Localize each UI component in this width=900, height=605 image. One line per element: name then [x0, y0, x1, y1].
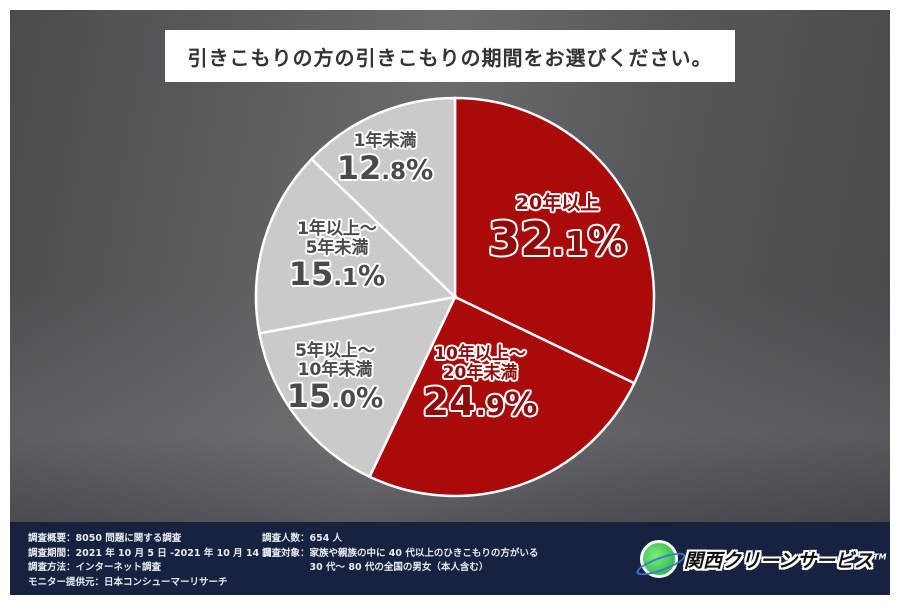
survey-info-left: 調査概要：8050 問題に関する調査 調査期間：2021 年 10 月 5 日 … [28, 532, 272, 590]
slice-category: 20年以上 [515, 192, 600, 214]
chart-background: 引きこもりの方の引きこもりの期間をお選びください。 20年以上 32.1% 10… [10, 10, 890, 595]
slice-category: 1年以上～ [297, 219, 377, 239]
percent-part: % [406, 154, 434, 186]
survey-method: 調査方法：インターネット調査 [28, 562, 162, 573]
slice-category: 5年未満 [305, 237, 369, 258]
percent-part: 24 [422, 380, 476, 425]
globe-icon [640, 540, 678, 578]
percent-part: % [587, 219, 627, 265]
survey-footer: 調査概要：8050 問題に関する調査 調査期間：2021 年 10 月 5 日 … [10, 522, 890, 595]
slice-label-5to10: 5年以上～ 10年未満 15.0% [270, 342, 400, 415]
percent-part: .1 [552, 223, 588, 263]
slice-percent: 32.1% [470, 214, 645, 265]
percent-part: 32 [488, 211, 553, 266]
pie-slice-0 [453, 96, 656, 385]
slice-category: 20年未満 [442, 362, 518, 383]
slice-percent: 15.0% [270, 379, 400, 414]
percent-part: % [504, 385, 538, 424]
pie-slice-1 [367, 295, 637, 498]
pie-slice-4 [309, 96, 457, 300]
survey-summary: 調査概要：8050 問題に関する調査 [28, 533, 182, 544]
company-logo: 関西クリーンサービスTM [640, 540, 886, 578]
slice-percent: 12.8% [330, 148, 440, 187]
slice-percent: 24.9% [405, 380, 555, 425]
logo-name: 関西クリーンサービス [684, 549, 874, 572]
percent-part: 15 [288, 255, 334, 294]
logo-text: 関西クリーンサービスTM [684, 546, 886, 573]
trademark: TM [873, 552, 887, 562]
percent-part: 12 [336, 148, 382, 187]
slice-category: 10年未満 [297, 359, 373, 380]
percent-part: .1 [333, 265, 359, 292]
percent-part: % [358, 261, 386, 293]
slice-category: 1年未満 [353, 131, 417, 151]
slice-label-20plus: 20年以上 32.1% [470, 192, 645, 265]
slice-label-1to5: 1年以上～ 5年未満 15.1% [272, 220, 402, 293]
slice-percent: 15.1% [272, 257, 402, 292]
monitor-provider: モニター提供元：日本コンシューマーリサーチ [28, 576, 228, 588]
slice-category: 10年以上～ [434, 344, 526, 364]
percent-part: .8 [381, 158, 407, 185]
percent-part: .0 [331, 387, 357, 414]
survey-period: 調査期間：2021 年 10 月 5 日 -2021 年 10 月 14 日 [28, 547, 272, 559]
survey-target: 調査対象：家族や親族の中に 40 代以上のひきこもりの方がいる [262, 547, 539, 559]
pie-slice-2 [257, 295, 458, 479]
pie-chart [254, 96, 656, 498]
pie-slice-3 [254, 157, 458, 335]
percent-part: 15 [286, 377, 332, 416]
survey-count: 調査人数：654 人 [262, 533, 343, 544]
slice-category: 5年以上～ [295, 341, 375, 361]
percent-part: % [356, 383, 384, 415]
slice-label-10to20: 10年以上～ 20年未満 24.9% [405, 345, 555, 424]
survey-info-right: 調査人数：654 人 調査対象：家族や親族の中に 40 代以上のひきこもりの方が… [262, 532, 538, 576]
slice-label-under1: 1年未満 12.8% [330, 132, 440, 186]
chart-title: 引きこもりの方の引きこもりの期間をお選びください。 [165, 30, 735, 82]
percent-part: .9 [475, 391, 505, 423]
survey-target-cont: 30 代～ 80 代の全国の男女（本人含む） [262, 562, 489, 573]
